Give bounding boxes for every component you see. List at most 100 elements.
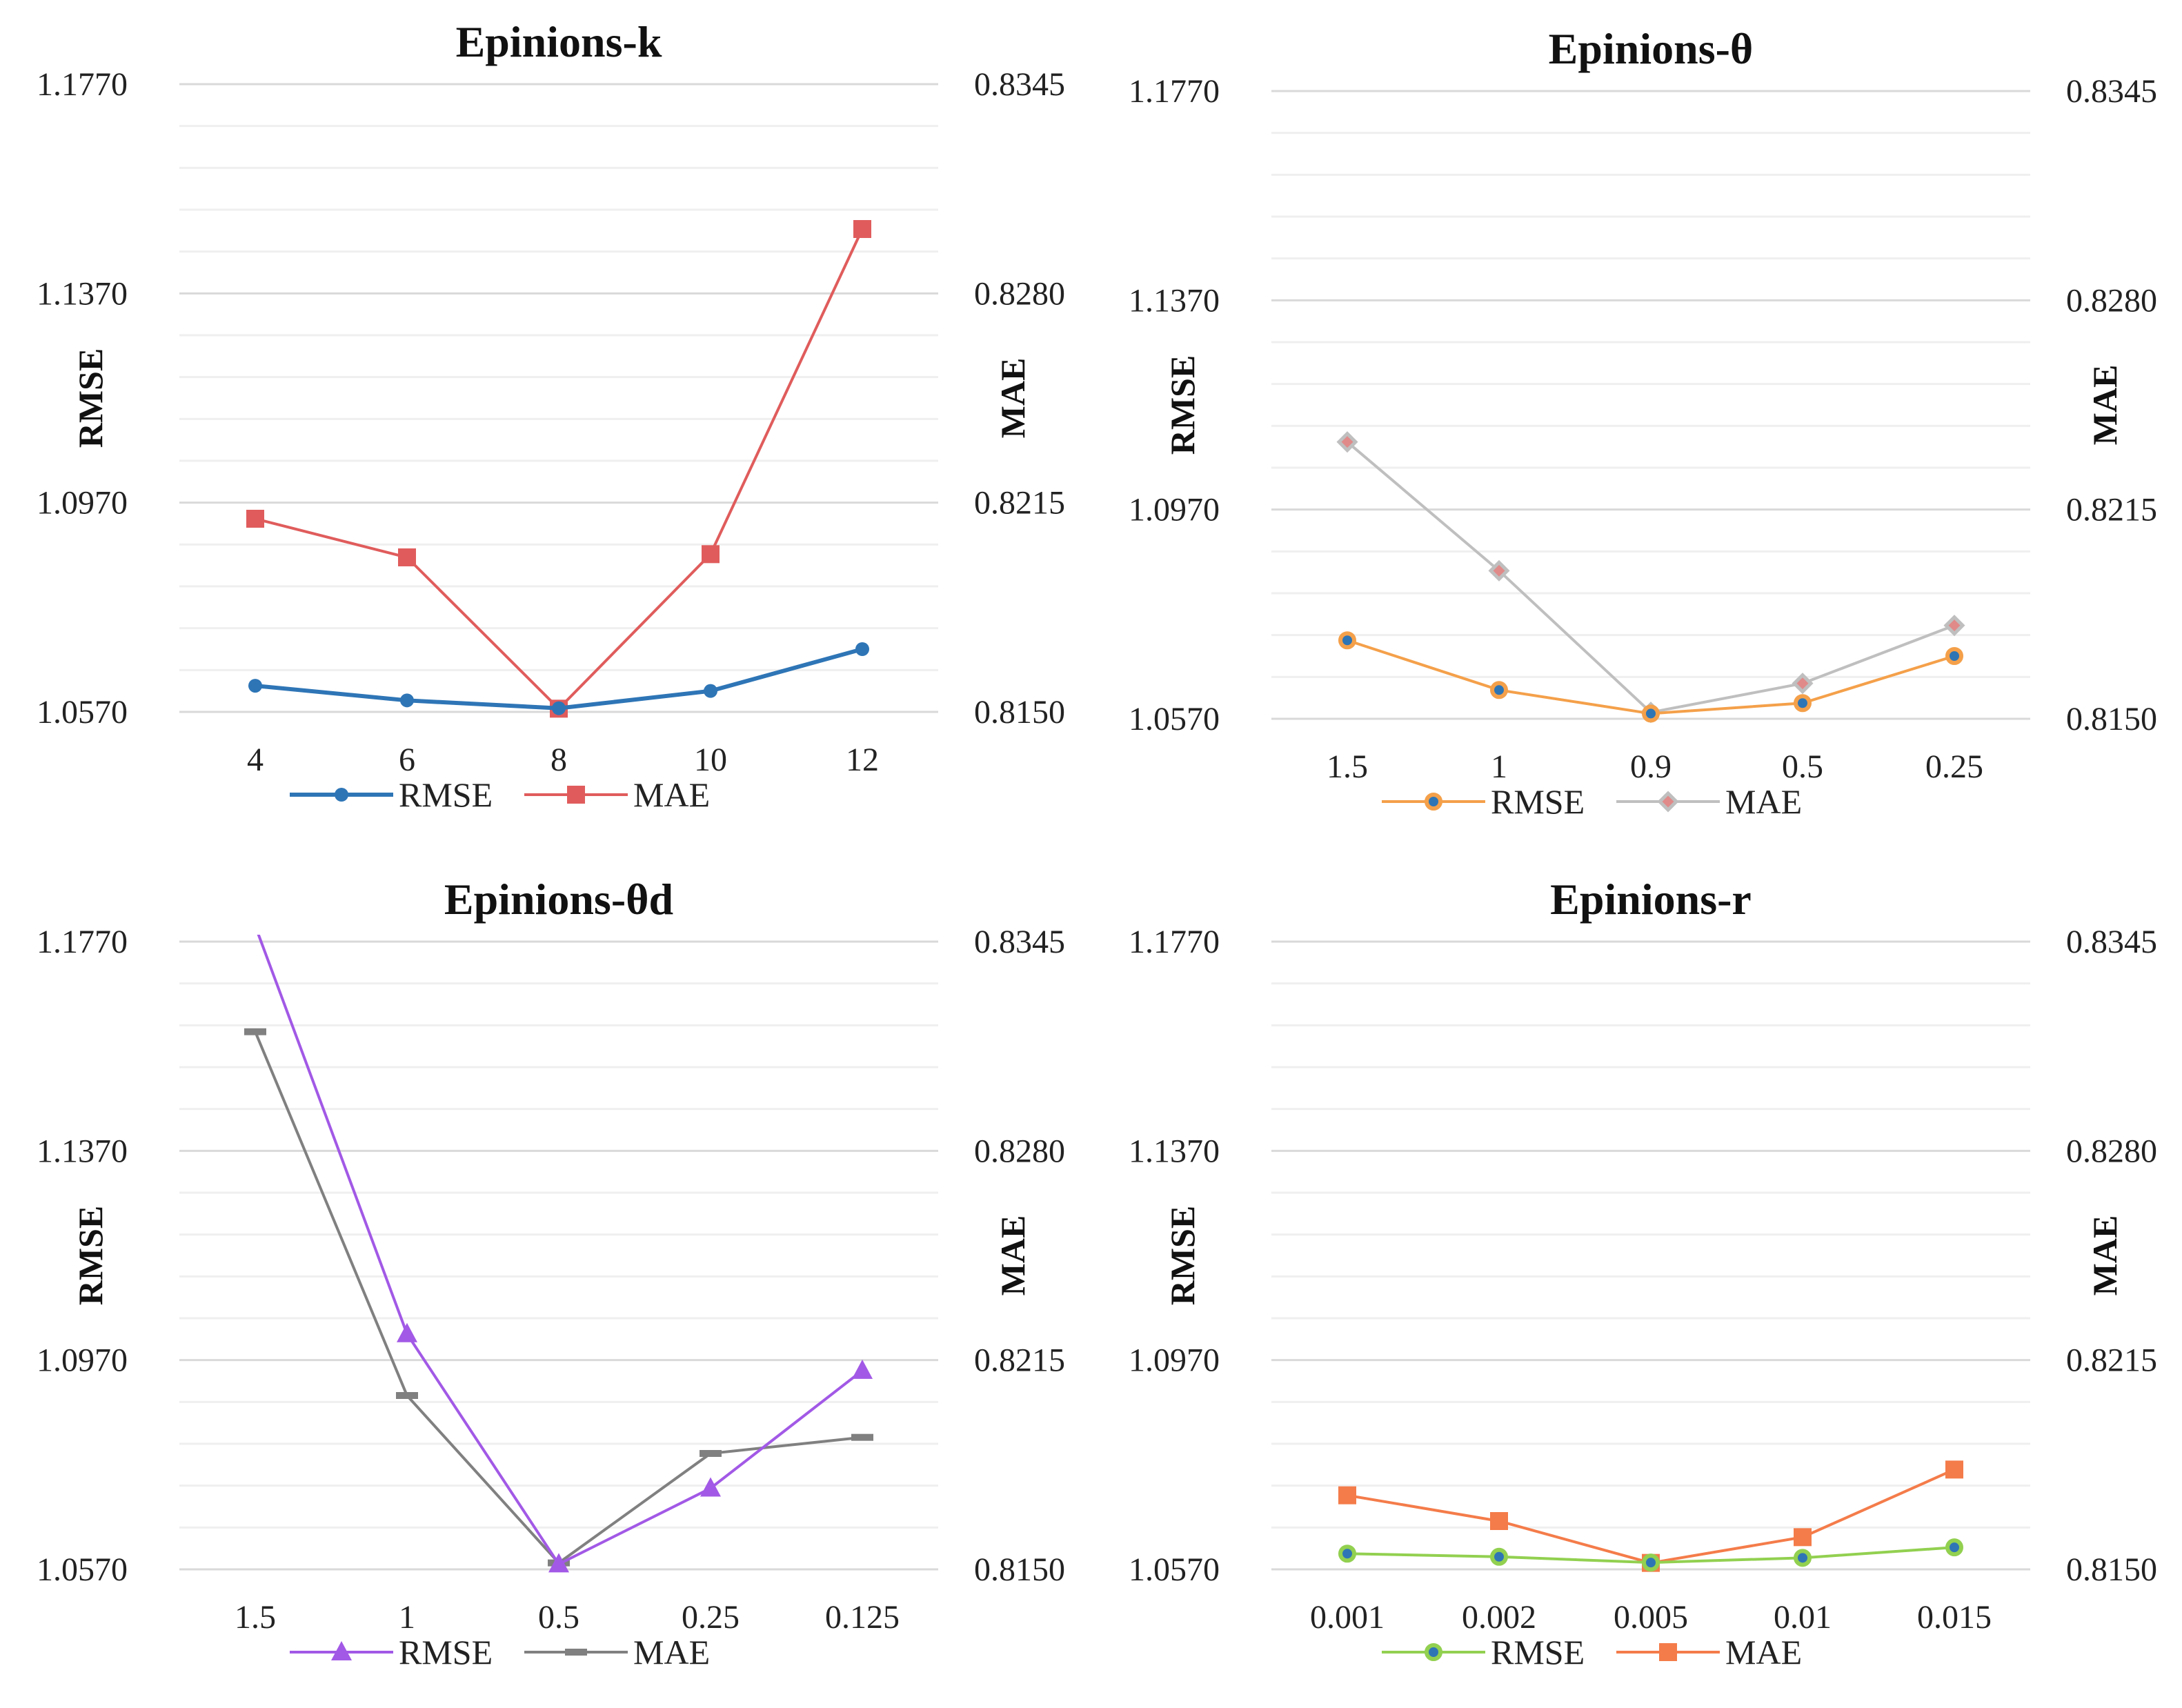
data-point-rmse (397, 1322, 417, 1342)
y-tick-label: 1.0970 (37, 1342, 128, 1379)
y-tick-label: 1.1370 (1129, 1133, 1220, 1169)
chart-panel-theta-d: 1.0570 0.8150 1.0970 0.8215 1.1370 0.8280 1.17… (0, 857, 1090, 1708)
x-tick-label: 0.015 (1917, 1599, 1992, 1636)
x-tick-label: 8 (551, 742, 567, 778)
data-point-mae (702, 545, 720, 564)
y2-tick-label: 0.8150 (974, 694, 1065, 731)
x-tick-label: 0.002 (1462, 1599, 1536, 1636)
legend-item-rmse: RMSE (290, 775, 493, 814)
data-point-rmse (1338, 1545, 1356, 1563)
y-tick-label: 1.1770 (37, 924, 128, 960)
y2-tick-label: 0.8345 (974, 66, 1065, 103)
legend-swatch-marker (331, 1641, 352, 1660)
chart-panel-k: 1.0570 0.8150 1.0970 0.8215 1.1370 0.8280 1.17… (0, 0, 1090, 851)
legend-item-rmse: RMSE (290, 1633, 493, 1671)
data-point-mae (246, 510, 264, 528)
data-point-rmse (1945, 647, 1963, 665)
legend-item-mae: MAE (524, 1633, 710, 1671)
data-point-rmse (552, 701, 566, 715)
data-point-rmse (1490, 1547, 1508, 1566)
data-point-rmse (400, 693, 414, 708)
x-tick-label: 4 (247, 742, 264, 778)
legend-label: MAE (633, 775, 710, 814)
data-point-rmse (1642, 1553, 1660, 1572)
chart-svg: 1.0570 0.8150 1.0970 0.8215 1.1370 0.8280 1.17… (37, 17, 1065, 814)
data-point-rmse (852, 1359, 873, 1379)
chart-svg: 1.0570 0.8150 1.0970 0.8215 1.1370 0.8280 1.17… (37, 875, 1065, 1671)
chart-title: Epinions-θ (1549, 24, 1754, 73)
x-tick-label: 0.9 (1630, 748, 1672, 785)
data-point-mae (1490, 1512, 1508, 1530)
data-point-mae (700, 1450, 722, 1457)
data-point-mae (398, 548, 416, 566)
chart-svg: 1.0570 0.8150 1.0970 0.8215 1.1370 0.8280 1.17… (1129, 875, 2157, 1671)
legend-item-rmse: RMSE (1382, 1633, 1585, 1671)
y-tick-label: 1.0970 (1129, 492, 1220, 528)
y2-axis-title: MAE (993, 358, 1032, 439)
series-rmse (248, 642, 869, 715)
data-point-rmse (704, 684, 717, 698)
series-line-mae (1347, 1468, 1955, 1565)
data-point-mae (1792, 673, 1814, 695)
y-tick-label: 1.0970 (37, 485, 128, 522)
data-point-mae (396, 1392, 418, 1399)
y-tick-label: 1.1370 (37, 275, 128, 312)
y2-tick-label: 0.8215 (974, 485, 1065, 522)
x-tick-label: 10 (694, 742, 727, 778)
y-tick-label: 1.0570 (37, 1551, 128, 1588)
y2-tick-label: 0.8280 (2066, 1133, 2157, 1169)
x-tick-label: 0.01 (1774, 1599, 1832, 1636)
x-tick-label: 1 (399, 1599, 415, 1636)
y-tick-label: 1.0570 (1129, 1551, 1220, 1588)
x-tick-label: 12 (846, 742, 879, 778)
x-tick-label: 0.125 (825, 1599, 900, 1636)
series-line-mae (255, 228, 864, 711)
data-point-mae (244, 1028, 266, 1035)
x-tick-label: 0.25 (682, 1599, 740, 1636)
data-point-rmse (1794, 694, 1812, 713)
y2-axis-title: MAE (2085, 365, 2124, 446)
y2-tick-label: 0.8215 (974, 1342, 1065, 1379)
y2-tick-label: 0.8345 (2066, 73, 2157, 110)
y2-tick-label: 0.8280 (974, 1133, 1065, 1169)
chart-svg: 1.0570 0.8150 1.0970 0.8215 1.1370 0.8280 1.17… (1129, 24, 2157, 821)
legend-item-mae: MAE (524, 775, 710, 814)
data-point-mae (853, 220, 871, 238)
data-point-rmse (1490, 681, 1508, 699)
chart-title: Epinions-k (456, 17, 662, 66)
data-point-rmse (1794, 1549, 1812, 1567)
data-point-rmse (248, 679, 262, 693)
data-point-mae (1336, 431, 1358, 453)
legend-swatch-marker (565, 1649, 587, 1656)
series-line-mae (1346, 441, 1955, 714)
chart-panel-theta: 1.0570 0.8150 1.0970 0.8215 1.1370 0.8280 1.17… (1092, 7, 2182, 857)
legend-label: RMSE (399, 775, 493, 814)
legend-label: MAE (633, 1633, 710, 1671)
chart-title: Epinions-θd (444, 875, 673, 924)
y-tick-label: 1.1770 (1129, 924, 1220, 960)
y2-tick-label: 0.8150 (2066, 1551, 2157, 1588)
y-tick-label: 1.0570 (37, 694, 128, 731)
data-point-mae (1943, 615, 1965, 637)
x-tick-label: 1 (1491, 748, 1507, 785)
y2-tick-label: 0.8280 (2066, 282, 2157, 319)
legend-swatch-marker (335, 788, 348, 802)
x-tick-label: 0.5 (538, 1599, 579, 1636)
x-tick-label: 6 (399, 742, 415, 778)
data-point-mae (1945, 1460, 1963, 1479)
y2-tick-label: 0.8345 (974, 924, 1065, 960)
series-mae (246, 220, 871, 718)
y2-axis-title: MAE (993, 1215, 1032, 1296)
legend-label: MAE (1725, 1633, 1802, 1671)
y-tick-label: 1.0970 (1129, 1342, 1220, 1379)
x-tick-label: 0.5 (1782, 748, 1823, 785)
data-point-mae (1338, 1486, 1356, 1505)
series-rmse (1338, 1538, 1963, 1572)
legend-swatch-marker (1659, 1643, 1677, 1661)
y2-tick-label: 0.8150 (2066, 701, 2157, 737)
data-point-rmse (1642, 704, 1660, 723)
y2-tick-label: 0.8215 (2066, 1342, 2157, 1379)
y2-tick-label: 0.8150 (974, 1551, 1065, 1588)
data-point-mae (1794, 1528, 1812, 1547)
legend-item-mae: MAE (1616, 782, 1802, 821)
